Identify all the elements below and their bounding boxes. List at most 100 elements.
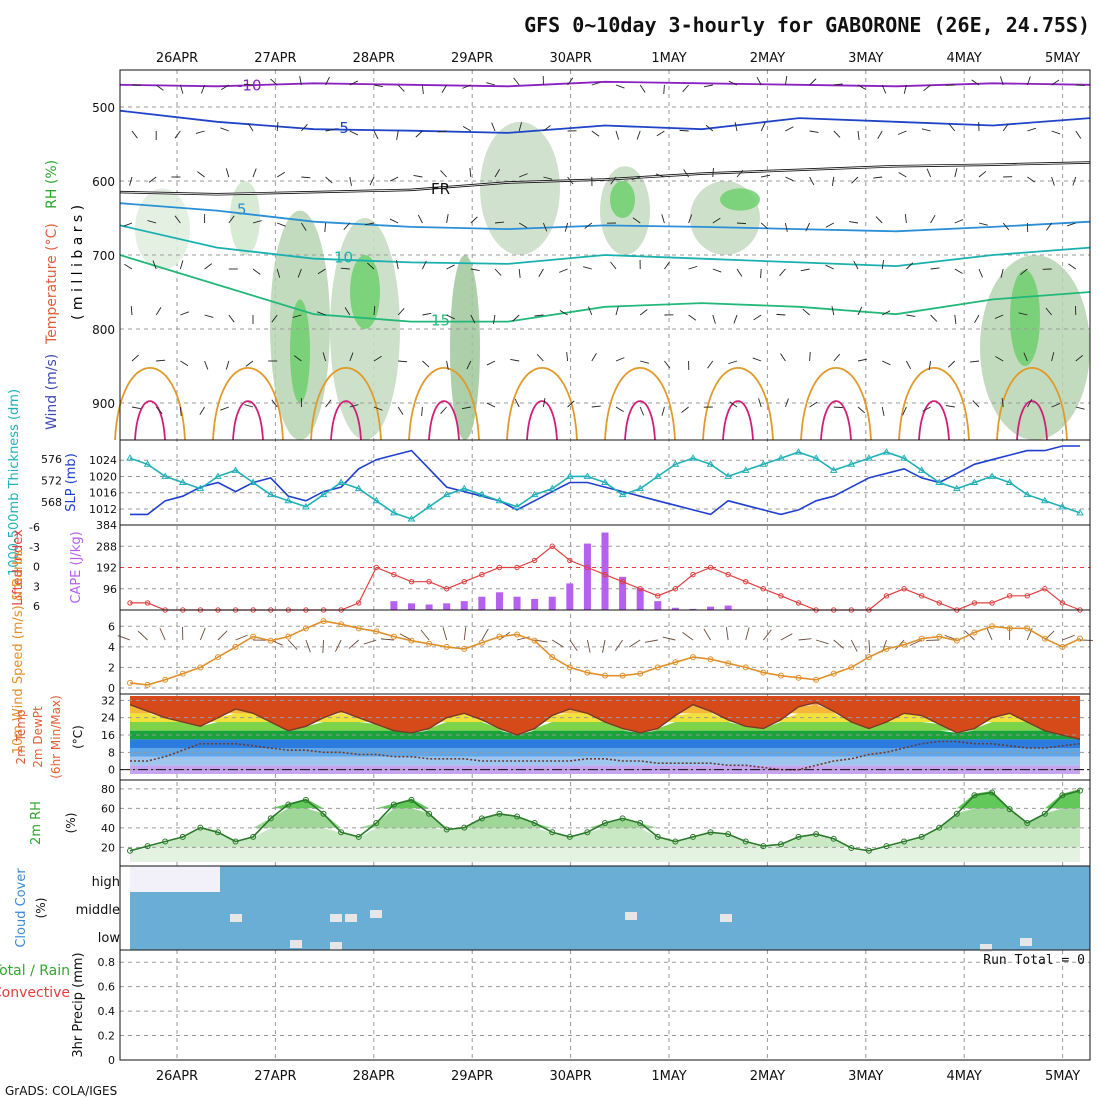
wind-barb (349, 352, 354, 362)
wind-barb (486, 402, 496, 408)
precip-convective-label: Convective (0, 985, 70, 1001)
thickness-marker (161, 472, 170, 479)
wind-barb (461, 406, 471, 410)
wind-barb (566, 352, 569, 362)
wind-speed-point (373, 628, 380, 635)
rh-point (443, 826, 450, 833)
wind-barb (373, 355, 382, 362)
wind-barb (1026, 76, 1031, 86)
rh-point (144, 843, 151, 850)
wind-barb (978, 222, 988, 226)
wind-barb (703, 84, 713, 88)
rh-point (162, 838, 169, 845)
rh-point (355, 833, 362, 840)
rh-point (338, 829, 345, 836)
li-point (443, 586, 450, 592)
wind-barb (712, 268, 722, 273)
wind-barb (220, 84, 230, 91)
slp-tick: 1020 (89, 470, 117, 483)
rh-point (602, 820, 608, 826)
li-point (989, 600, 995, 606)
slp-line (130, 445, 1080, 516)
wind-barb (462, 84, 471, 89)
wind-barb (536, 354, 544, 362)
contour-label: -10 (237, 76, 262, 94)
cape-bar (425, 604, 433, 610)
cape-bar (513, 596, 521, 610)
date-label-bottom: 29APR (451, 1069, 493, 1084)
wind-barb (1000, 268, 1004, 278)
date-label-bottom: 3MAY (848, 1069, 883, 1084)
wind-barb (519, 173, 528, 178)
li-point (971, 600, 978, 606)
wind-barb (131, 130, 138, 139)
wind-barb (712, 314, 716, 324)
temp-20-contour (800, 366, 872, 441)
rh-tick: 40 (101, 822, 115, 835)
wind-barb (833, 83, 843, 86)
wind-barb (325, 76, 330, 86)
thickness-marker (741, 466, 750, 473)
wind-barb (825, 264, 834, 270)
rh-point (250, 833, 257, 840)
li-point (619, 578, 626, 585)
temp-tick: 24 (101, 712, 115, 725)
thickness-marker (601, 478, 609, 485)
wind-barb (661, 214, 665, 224)
li-point (426, 578, 432, 585)
li-point (391, 571, 397, 578)
wind-barb (809, 130, 819, 133)
wind-barb-10m (762, 629, 772, 641)
cloud-cell (330, 942, 342, 950)
wind-barb (873, 176, 883, 179)
rh-point (232, 838, 239, 845)
wind-barb (928, 360, 932, 370)
wind-barb (440, 170, 447, 178)
li-point (936, 600, 942, 606)
cape-bar (407, 603, 415, 610)
li-ylabel: Lifted Index (11, 529, 26, 606)
wind-barb (396, 260, 399, 270)
wind-barb (131, 354, 139, 362)
wind-barb (179, 84, 184, 94)
rh-point (1077, 787, 1083, 794)
wind-speed-point (267, 637, 274, 644)
li-point (144, 600, 151, 606)
wind-barb (728, 80, 738, 86)
ylabel-part: Wind (m/s) (44, 354, 60, 430)
temp-ylabel-2: 2m DewPt (31, 706, 45, 768)
wind-speed-point (1059, 643, 1066, 650)
cape-bar (531, 598, 539, 610)
wind-barb (857, 130, 860, 140)
wind-barb (639, 84, 646, 93)
cape-bar (478, 596, 486, 610)
cape-ylabel: CAPE (J/kg) (69, 531, 84, 603)
wind-barb (995, 356, 1004, 362)
wind-barb (200, 84, 206, 94)
wind-barb (470, 216, 478, 224)
li-tick: -3 (29, 541, 40, 554)
contour-line (119, 80, 1091, 88)
wind-barb (317, 311, 326, 316)
wind-barb (324, 222, 327, 233)
slp-ylabel: SLP (mb) (64, 453, 79, 512)
wind-barb (639, 406, 644, 416)
wind-barb (152, 260, 157, 270)
thickness-marker (178, 478, 187, 485)
wind-barb (292, 314, 302, 318)
wind-barb (271, 314, 278, 323)
wind-barb (179, 260, 184, 270)
wind-barb (276, 121, 279, 132)
wind-barb (349, 404, 359, 408)
rh-point (865, 847, 872, 854)
rh-point (514, 813, 521, 820)
wind-barb-10m (682, 631, 694, 641)
wind-barb (857, 358, 867, 362)
wind-barb-10m (602, 639, 606, 653)
wind-barb (640, 360, 650, 364)
thickness-marker (865, 454, 873, 461)
cloud-level-label: high (92, 875, 120, 890)
wind-barb (857, 306, 863, 316)
wind-barb (902, 406, 907, 416)
rh-point (742, 838, 749, 845)
